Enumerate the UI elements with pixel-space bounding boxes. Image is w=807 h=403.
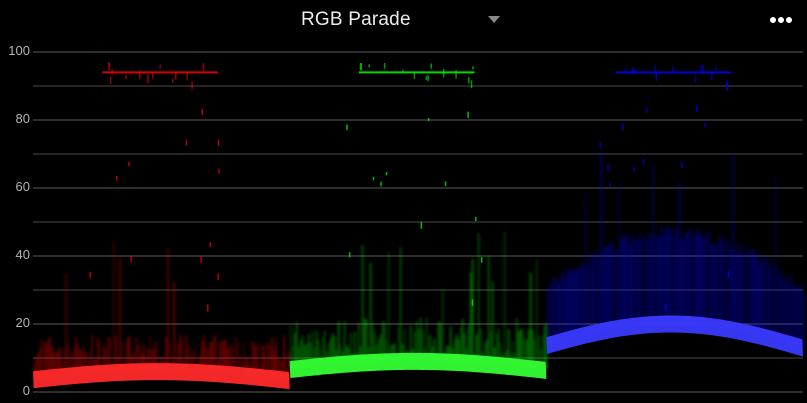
blue-waveform-floor (546, 315, 803, 357)
scope-header: RGB Parade (0, 0, 807, 42)
scale-label-40: 40 (15, 247, 30, 262)
blue-speckles (599, 105, 730, 310)
scale-label-60: 60 (15, 179, 30, 194)
scale-label-100: 100 (8, 43, 30, 58)
red-speckles (89, 109, 220, 312)
scope-type-dropdown[interactable] (484, 12, 504, 28)
red-waveform-body (33, 240, 291, 381)
green-channel-waveform (289, 62, 548, 379)
red-highlight-trace (102, 62, 218, 90)
red-channel-waveform (33, 62, 291, 390)
scale-label-0: 0 (22, 383, 30, 398)
more-dots-icon (770, 17, 792, 23)
scope-title: RGB Parade (301, 9, 411, 30)
green-highlight-trace (358, 62, 475, 89)
blue-channel-waveform (546, 64, 805, 357)
green-waveform-body (289, 231, 548, 371)
scale-label-80: 80 (15, 111, 30, 126)
caret-down-icon (488, 16, 500, 23)
waveform-area (33, 62, 805, 390)
more-options-button[interactable] (766, 9, 796, 31)
green-waveform-floor (289, 352, 547, 379)
blue-waveform-body (546, 152, 805, 348)
scale-label-20: 20 (15, 315, 30, 330)
red-waveform-floor (33, 363, 290, 390)
blue-highlight-trace (615, 64, 732, 90)
green-speckles (346, 111, 483, 306)
